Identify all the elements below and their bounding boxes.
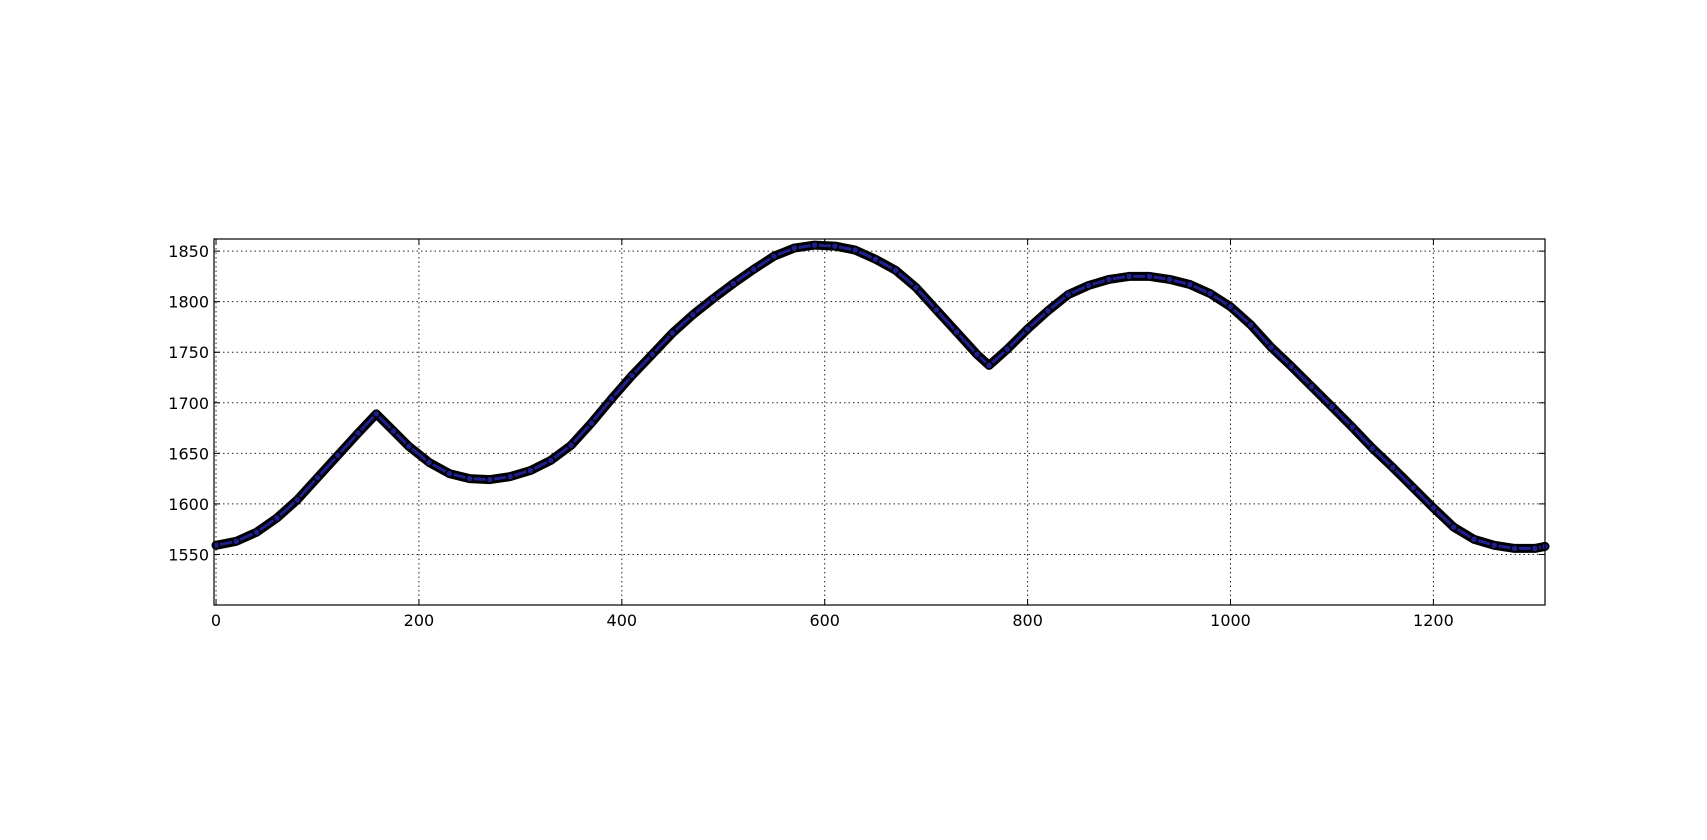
data-point xyxy=(984,361,994,370)
data-point xyxy=(1226,302,1235,311)
data-point xyxy=(932,305,941,315)
series-layer xyxy=(211,240,1550,553)
data-point xyxy=(708,294,718,303)
data-point xyxy=(1347,422,1357,432)
data-point xyxy=(372,409,381,419)
data-point xyxy=(1063,290,1073,299)
data-point xyxy=(1003,344,1012,354)
data-point xyxy=(648,350,657,359)
data-point xyxy=(1469,535,1479,544)
data-point xyxy=(769,251,779,261)
data-point xyxy=(1287,362,1296,371)
data-point xyxy=(729,279,738,288)
data-point xyxy=(1165,275,1174,284)
data-point xyxy=(353,428,363,438)
data-point xyxy=(389,426,398,436)
y-tick-label: 1550 xyxy=(168,545,209,564)
data-point xyxy=(607,394,616,403)
axis-ticks xyxy=(214,239,1545,605)
y-tick-label: 1800 xyxy=(168,293,209,312)
data-point xyxy=(313,473,322,482)
y-tick-label: 1750 xyxy=(168,343,209,362)
data-point xyxy=(232,537,241,546)
series-line-outline xyxy=(211,240,1550,553)
data-point xyxy=(668,328,677,338)
data-point xyxy=(952,327,961,337)
data-point xyxy=(911,283,921,292)
data-point xyxy=(465,474,474,483)
data-point xyxy=(1124,272,1134,281)
x-tick-label: 800 xyxy=(1012,611,1043,630)
x-tick-label: 400 xyxy=(607,611,638,630)
data-point xyxy=(1205,289,1215,298)
data-point xyxy=(790,243,799,253)
data-point xyxy=(1307,382,1316,391)
grid xyxy=(214,239,1545,605)
data-point xyxy=(1388,463,1398,472)
data-point xyxy=(1429,503,1438,513)
data-point xyxy=(972,350,982,359)
data-point xyxy=(1145,272,1154,281)
data-point xyxy=(1490,541,1499,550)
plot-frame xyxy=(213,238,1546,606)
data-point xyxy=(891,266,900,275)
data-point xyxy=(627,371,637,380)
data-point xyxy=(1327,402,1337,412)
data-point xyxy=(526,466,535,475)
data-point xyxy=(546,456,556,465)
y-tick-label: 1850 xyxy=(168,242,209,261)
data-point xyxy=(1510,544,1519,553)
data-point xyxy=(1266,342,1276,352)
data-point xyxy=(445,469,454,478)
data-point xyxy=(1185,280,1195,289)
data-point xyxy=(1408,483,1418,492)
y-tick-label: 1600 xyxy=(168,495,209,514)
y-tick-label: 1650 xyxy=(168,444,209,463)
data-point xyxy=(830,241,840,251)
data-point xyxy=(1023,324,1032,334)
x-tick-label: 200 xyxy=(404,611,435,630)
data-point xyxy=(1104,275,1114,284)
data-point xyxy=(333,451,343,460)
data-point xyxy=(272,513,282,523)
data-point xyxy=(749,265,758,274)
series-line xyxy=(214,243,1547,550)
data-point xyxy=(1368,444,1377,453)
x-tick-label: 1000 xyxy=(1210,611,1251,630)
data-point xyxy=(566,441,576,450)
data-point xyxy=(1043,306,1053,316)
data-point xyxy=(424,458,434,467)
data-point xyxy=(1449,522,1458,532)
data-point xyxy=(505,472,515,481)
data-point xyxy=(587,418,596,428)
x-tick-label: 0 xyxy=(211,611,221,630)
data-point xyxy=(688,310,698,320)
data-point xyxy=(850,245,860,255)
data-point xyxy=(1530,544,1540,553)
axis-tick-labels: 0 200 400 600 800 1000 1200 1550 1600 1650 1700 175… xyxy=(168,242,1453,630)
data-point xyxy=(404,442,414,451)
x-tick-label: 600 xyxy=(809,611,840,630)
x-tick-label: 1200 xyxy=(1413,611,1454,630)
data-point xyxy=(871,254,880,264)
data-point xyxy=(1246,320,1256,330)
y-tick-label: 1700 xyxy=(168,394,209,413)
data-point xyxy=(485,475,495,484)
data-point xyxy=(292,495,302,505)
data-point xyxy=(1084,281,1093,290)
data-point xyxy=(810,240,819,250)
data-point xyxy=(252,527,261,537)
